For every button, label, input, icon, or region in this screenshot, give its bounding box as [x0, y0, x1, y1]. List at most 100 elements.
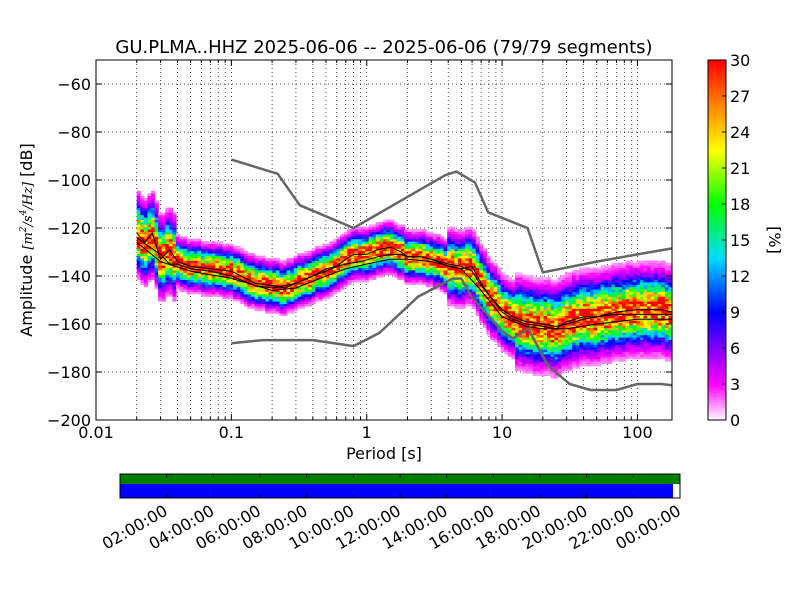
heatmap-cell	[375, 270, 380, 273]
heatmap-cell	[179, 255, 184, 259]
heatmap-cell	[354, 236, 359, 240]
heatmap-cell	[654, 344, 659, 348]
heatmap-cell	[493, 330, 498, 333]
heatmap-cell	[629, 330, 634, 333]
heatmap-cell	[654, 274, 659, 278]
heatmap-cell	[183, 250, 188, 254]
heatmap-cell	[258, 289, 263, 292]
heatmap-cell	[411, 272, 416, 276]
heatmap-cell	[611, 327, 616, 331]
heatmap-cell	[140, 217, 145, 220]
heatmap-cell	[415, 265, 420, 268]
heatmap-cell	[275, 308, 281, 312]
heatmap-cell	[372, 255, 377, 259]
heatmap-cell	[368, 224, 373, 228]
heatmap-cell	[197, 253, 202, 256]
heatmap-cell	[632, 301, 637, 304]
heatmap-cell	[568, 301, 573, 304]
heatmap-cell	[507, 322, 513, 326]
colorbar-tick-label: 30	[730, 51, 750, 70]
heatmap-cell	[136, 262, 141, 266]
heatmap-cell	[443, 270, 448, 273]
heatmap-cell	[486, 289, 491, 292]
heatmap-cell	[582, 363, 587, 367]
heatmap-cell	[265, 277, 270, 280]
heatmap-cell	[404, 277, 409, 280]
heatmap-cell	[340, 274, 345, 278]
heatmap-cell	[575, 354, 580, 357]
heatmap-cell	[589, 339, 595, 343]
heatmap-cell	[336, 267, 341, 271]
heatmap-cell	[147, 202, 152, 206]
heatmap-cell	[664, 349, 670, 352]
heatmap-cell	[557, 349, 562, 352]
heatmap-cell	[140, 282, 145, 285]
heatmap-cell	[208, 246, 213, 249]
heatmap-cell	[625, 330, 630, 333]
heatmap-cell	[532, 349, 538, 352]
heatmap-cell	[539, 344, 545, 348]
heatmap-cell	[172, 284, 177, 288]
heatmap-cell	[193, 238, 199, 242]
heatmap-cell	[454, 279, 459, 283]
heatmap-cell	[390, 272, 395, 276]
heatmap-cell	[447, 250, 452, 254]
heatmap-cell	[589, 282, 595, 285]
heatmap-cell	[300, 291, 306, 295]
heatmap-cell	[589, 349, 595, 352]
heatmap-cell	[172, 272, 177, 276]
heatmap-cell	[664, 344, 670, 348]
heatmap-cell	[550, 366, 555, 369]
heatmap-cell	[643, 327, 648, 331]
heatmap-cell	[308, 250, 313, 254]
heatmap-cell	[482, 318, 488, 321]
heatmap-cell	[472, 248, 477, 252]
heatmap-cell	[393, 265, 398, 268]
heatmap-cell	[572, 344, 577, 348]
heatmap-cell	[304, 289, 309, 292]
heatmap-cell	[639, 334, 645, 338]
heatmap-cell	[647, 339, 652, 343]
heatmap-cell	[507, 320, 513, 324]
heatmap-cell	[308, 260, 313, 264]
heatmap-cell	[354, 231, 359, 235]
heatmap-cell	[572, 277, 577, 280]
heatmap-cell	[418, 279, 423, 283]
heatmap-cell	[215, 289, 220, 292]
heatmap-cell	[415, 274, 420, 278]
heatmap-cell	[625, 272, 630, 276]
heatmap-cell	[643, 270, 648, 273]
heatmap-cell	[511, 294, 516, 297]
heatmap-cell	[225, 248, 231, 252]
heatmap-cell	[561, 310, 566, 314]
heatmap-cell	[151, 255, 156, 259]
heatmap-cell	[440, 274, 445, 278]
heatmap-cell	[350, 250, 356, 254]
heatmap-cell	[429, 262, 434, 266]
heatmap-cell	[215, 272, 220, 276]
heatmap-cell	[461, 250, 466, 254]
heatmap-cell	[490, 315, 495, 319]
heatmap-cell	[522, 332, 527, 336]
heatmap-cell	[582, 322, 587, 326]
heatmap-cell	[661, 291, 666, 295]
colorbar-gradient-cell	[708, 102, 726, 106]
heatmap-cell	[622, 296, 627, 300]
heatmap-cell	[300, 301, 306, 304]
heatmap-cell	[600, 289, 605, 292]
heatmap-cell	[161, 243, 166, 247]
heatmap-cell	[361, 260, 366, 264]
heatmap-cell	[357, 255, 363, 259]
heatmap-cell	[514, 284, 520, 288]
heatmap-cell	[600, 265, 605, 268]
heatmap-cell	[250, 270, 256, 273]
heatmap-cell	[454, 260, 459, 264]
heatmap-cell	[611, 344, 616, 348]
heatmap-cell	[250, 294, 256, 297]
heatmap-cell	[158, 226, 163, 230]
heatmap-cell	[532, 282, 538, 285]
heatmap-cell	[268, 260, 273, 264]
heatmap-cell	[240, 250, 245, 254]
heatmap-cell	[639, 337, 645, 340]
heatmap-cell	[622, 346, 627, 350]
